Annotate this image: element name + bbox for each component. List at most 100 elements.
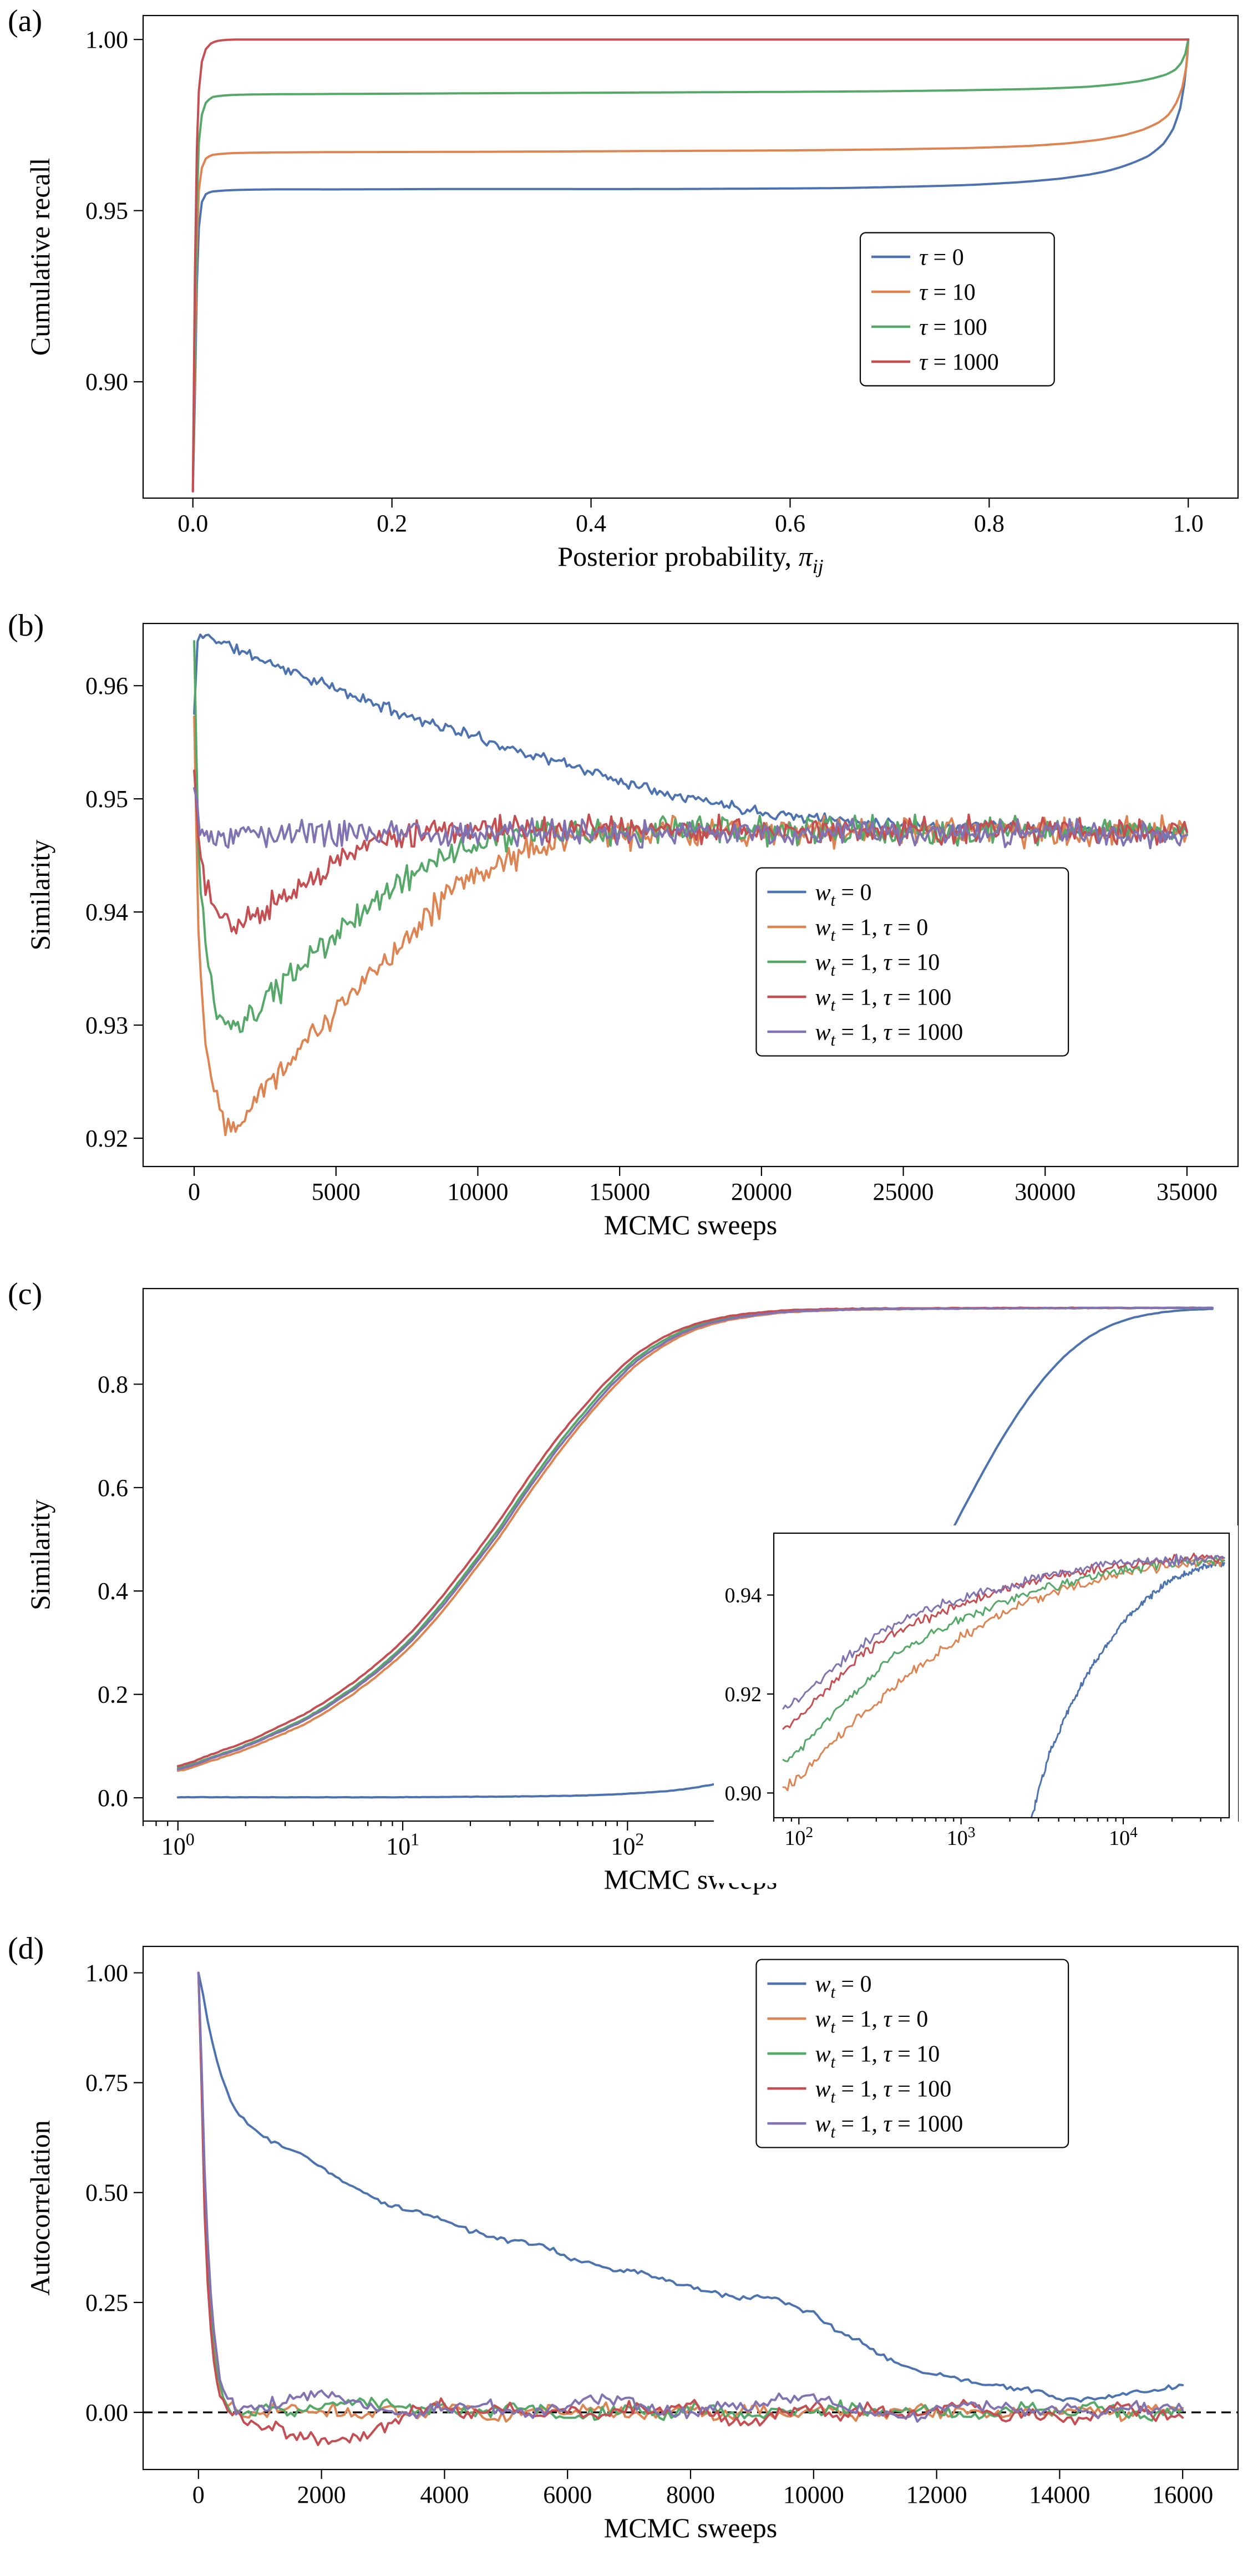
x-tick-label: 2000 xyxy=(297,2481,346,2508)
y-tick-label: 0.4 xyxy=(98,1578,128,1605)
panel-label-d: (d) xyxy=(8,1931,44,1966)
chart-c-inset: 102 103 104 0.90 0.92 0.94 xyxy=(714,1525,1238,1883)
x-tick-label: 102 xyxy=(784,1824,813,1850)
x-tick-label: 12000 xyxy=(906,2481,967,2508)
series-line-wt-1-tau-100 xyxy=(197,1971,1184,2446)
x-tick-label: 0.8 xyxy=(974,510,1005,537)
plot-border xyxy=(142,1945,1239,2471)
legend-entry-label: wt = 1, τ = 100 xyxy=(815,985,951,1015)
plot-border xyxy=(142,14,1239,499)
series-line-wt-0 xyxy=(176,1307,1214,1799)
y-tick-label: 0.2 xyxy=(98,1681,128,1708)
x-tick-label: 15000 xyxy=(589,1178,650,1205)
plot-background xyxy=(0,605,1258,1273)
tick-marks xyxy=(134,39,1189,508)
x-tick-label: 4000 xyxy=(420,2481,469,2508)
series-line-wt-1-tau-1000 xyxy=(782,1553,1225,1710)
series-line-wt-1-tau-1000 xyxy=(193,787,1188,850)
series-line-tau-10 xyxy=(191,38,1190,493)
y-tick-label: 0.90 xyxy=(725,1782,762,1805)
y-tick-label: 0.00 xyxy=(85,2399,128,2426)
panel-d: (d) 0 2000 4000 6000 8000 10000 12000 14000 1600… xyxy=(0,1928,1258,2576)
panel-label-a: (a) xyxy=(8,4,43,38)
legend-box xyxy=(755,867,1069,1057)
y-axis-label: Similarity xyxy=(24,840,55,951)
series-line-tau-0 xyxy=(191,38,1190,493)
chart-a: 0.0 0.2 0.4 0.6 0.8 1.0 0.90 0.95 1.00 Posterior … xyxy=(0,0,1258,605)
tick-marks xyxy=(767,1594,1222,1824)
x-tick-label: 6000 xyxy=(543,2481,592,2508)
y-tick-label: 0.25 xyxy=(85,2289,128,2316)
legend: τ = 0 τ = 10 τ = 100 τ = 1000 xyxy=(859,232,1055,387)
x-tick-label: 100 xyxy=(161,1829,195,1860)
x-tick-label: 0.6 xyxy=(775,510,805,537)
y-tick-label: 0.96 xyxy=(85,672,128,699)
y-tick-label: 0.75 xyxy=(85,2070,128,2097)
series-line-wt-1-tau-1000 xyxy=(176,1306,1214,1771)
y-tick-label: 1.00 xyxy=(85,26,128,53)
legend: wt = 0 wt = 1, τ = 0 wt = 1, τ = 10 wt = 1,… xyxy=(755,1959,1069,2148)
y-tick-label: 0.94 xyxy=(725,1584,762,1607)
plot-border xyxy=(142,622,1239,1168)
y-axis-label: Cumulative recall xyxy=(24,158,55,356)
panel-a: (a) 0.0 0.2 0.4 0.6 0.8 1.0 0.90 0.95 1.00 Poster… xyxy=(0,0,1258,605)
plot-border xyxy=(142,1287,1239,1822)
y-tick-label: 0.90 xyxy=(85,368,128,395)
legend-entry-label: τ = 100 xyxy=(919,315,987,340)
y-tick-label: 0.93 xyxy=(85,1012,128,1039)
x-tick-label: 16000 xyxy=(1152,2481,1213,2508)
legend-entry-label: τ = 10 xyxy=(919,280,976,305)
legend-entry-label: wt = 1, τ = 1000 xyxy=(815,2111,963,2141)
legend-entry-label: wt = 1, τ = 0 xyxy=(815,2006,928,2036)
y-tick-label: 1.00 xyxy=(85,1960,128,1987)
y-tick-label: 0.0 xyxy=(98,1784,128,1812)
series-line-wt-1-tau-10 xyxy=(782,1555,1225,1762)
plot-border xyxy=(773,1532,1230,1819)
x-tick-label: 0 xyxy=(188,1178,200,1205)
y-tick-label: 0.95 xyxy=(85,785,128,813)
panel-label-b: (b) xyxy=(8,608,44,643)
y-tick-label: 0.92 xyxy=(725,1683,762,1706)
x-tick-label: 0 xyxy=(192,2481,205,2508)
x-axis-label: MCMC sweeps xyxy=(604,1209,778,1240)
x-tick-label: 8000 xyxy=(666,2481,715,2508)
x-tick-label: 101 xyxy=(386,1829,419,1860)
y-tick-label: 0.8 xyxy=(98,1371,128,1398)
tick-marks xyxy=(134,1972,1184,2479)
legend-entry-label: wt = 1, τ = 0 xyxy=(815,915,928,945)
x-tick-label: 102 xyxy=(611,1829,644,1860)
plot-background xyxy=(0,1928,1258,2576)
x-tick-label: 25000 xyxy=(873,1178,934,1205)
x-tick-label: 30000 xyxy=(1014,1178,1076,1205)
x-tick-label: 10000 xyxy=(783,2481,844,2508)
series-line-tau-100 xyxy=(191,38,1190,493)
legend-box xyxy=(755,1959,1069,2148)
y-tick-label: 0.6 xyxy=(98,1474,128,1502)
legend-entry-label: wt = 1, τ = 10 xyxy=(815,2041,940,2071)
panel-label-c: (c) xyxy=(8,1277,43,1311)
x-tick-label: 104 xyxy=(1109,1824,1138,1850)
x-tick-label: 20000 xyxy=(731,1178,792,1205)
legend-entry-label: wt = 1, τ = 1000 xyxy=(815,1020,963,1049)
series-line-wt-1-tau-1000 xyxy=(197,1971,1184,2423)
x-axis-label: MCMC sweeps xyxy=(604,2512,778,2543)
x-axis-label: Posterior probability, πij xyxy=(557,541,823,577)
y-tick-label: 0.94 xyxy=(85,899,128,926)
x-tick-label: 0.2 xyxy=(377,510,407,537)
legend-entry-label: τ = 1000 xyxy=(919,349,999,375)
x-tick-label: 10000 xyxy=(447,1178,508,1205)
y-tick-label: 0.95 xyxy=(85,197,128,225)
x-tick-label: 1.0 xyxy=(1173,510,1204,537)
legend-entry-label: wt = 0 xyxy=(815,1971,871,2001)
chart-d: 0 2000 4000 6000 8000 10000 12000 14000 16000 0.0… xyxy=(0,1928,1258,2576)
x-tick-label: 5000 xyxy=(312,1178,361,1205)
legend: wt = 0 wt = 1, τ = 0 wt = 1, τ = 10 wt = 1,… xyxy=(755,867,1069,1057)
legend-entry-label: wt = 0 xyxy=(815,880,871,910)
tick-marks xyxy=(134,685,1188,1176)
legend-box xyxy=(859,232,1055,387)
y-tick-label: 0.50 xyxy=(85,2179,128,2207)
series-line-wt-0 xyxy=(197,1971,1184,2403)
panel-b: (b) 0 5000 10000 15000 20000 25000 30000 35000 0… xyxy=(0,605,1258,1273)
y-tick-label: 0.92 xyxy=(85,1125,128,1152)
